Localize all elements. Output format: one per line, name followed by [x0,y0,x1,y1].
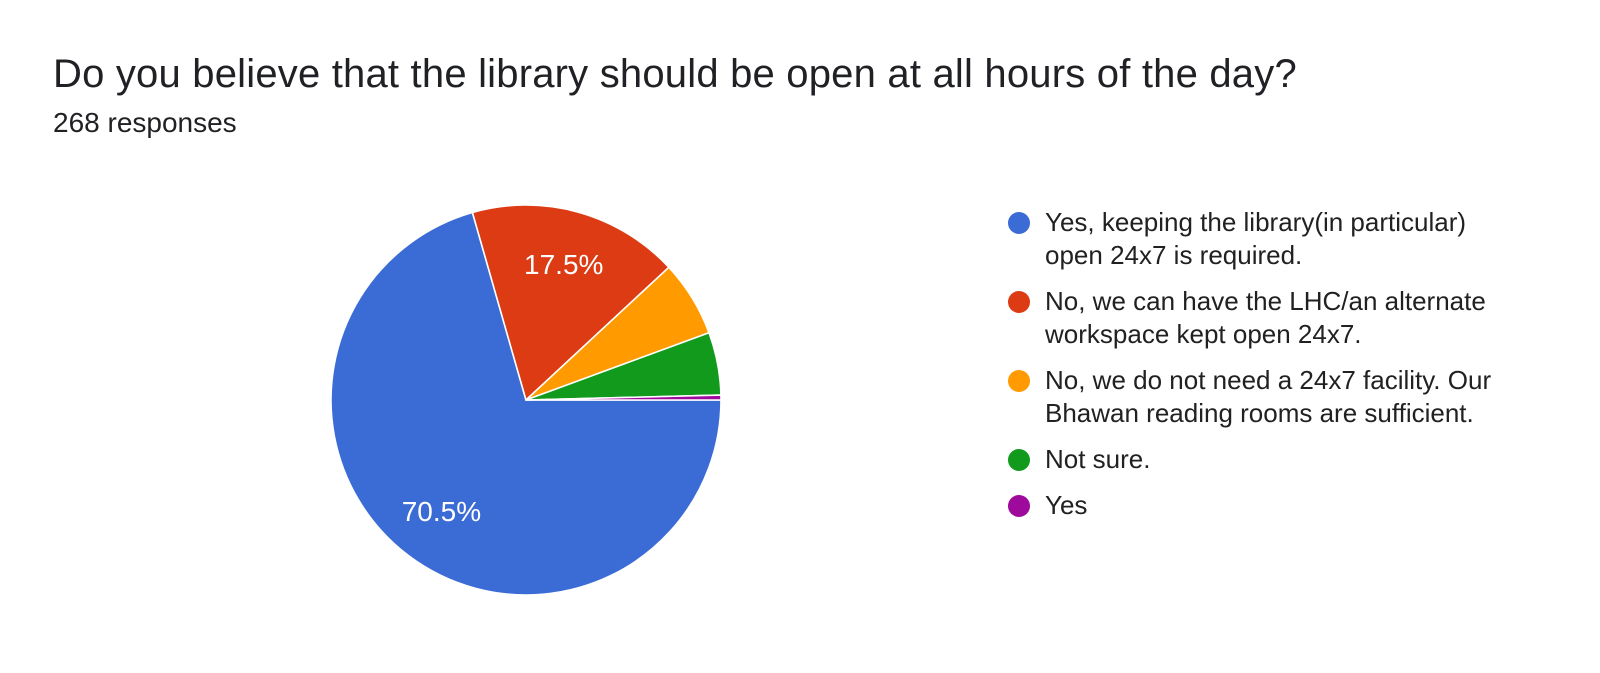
pie-slice-0[interactable] [330,211,722,596]
legend-label: open 24x7 is required. [1045,240,1303,270]
legend-item-not-sure: Not sure. [1008,443,1508,476]
pie-slice-1[interactable] [471,204,670,401]
legend-swatch-purple-icon [1008,495,1030,517]
chart-legend: Yes, keeping the library(in particular) … [1008,206,1508,535]
legend-item-no-lhc-alternate: No, we can have the LHC/an alternate wor… [1008,285,1508,351]
legend-swatch-red-icon [1008,291,1030,313]
legend-swatch-blue-icon [1008,212,1030,234]
legend-item-no-bhawan-sufficient: No, we do not need a 24x7 facility. Our … [1008,364,1508,430]
pie-slice-4[interactable] [525,394,722,401]
legend-label: Yes [1045,490,1088,520]
legend-label: Yes, keeping the library(in particular) [1045,207,1467,237]
response-count: 268 responses [53,107,237,138]
pie-chart: 70.5% 17.5% [329,203,723,597]
pie-svg [330,204,722,596]
legend-item-yes-24x7-required: Yes, keeping the library(in particular) … [1008,206,1508,272]
legend-label: workspace kept open 24x7. [1045,319,1362,349]
legend-label: Bhawan reading rooms are sufficient. [1045,398,1474,428]
legend-swatch-green-icon [1008,449,1030,471]
legend-item-yes: Yes [1008,489,1508,522]
legend-label: Not sure. [1045,444,1151,474]
question-title: Do you believe that the library should b… [53,52,1297,96]
legend-swatch-orange-icon [1008,370,1030,392]
legend-label: No, we do not need a 24x7 facility. Our [1045,365,1492,395]
legend-label: No, we can have the LHC/an alternate [1045,286,1486,316]
